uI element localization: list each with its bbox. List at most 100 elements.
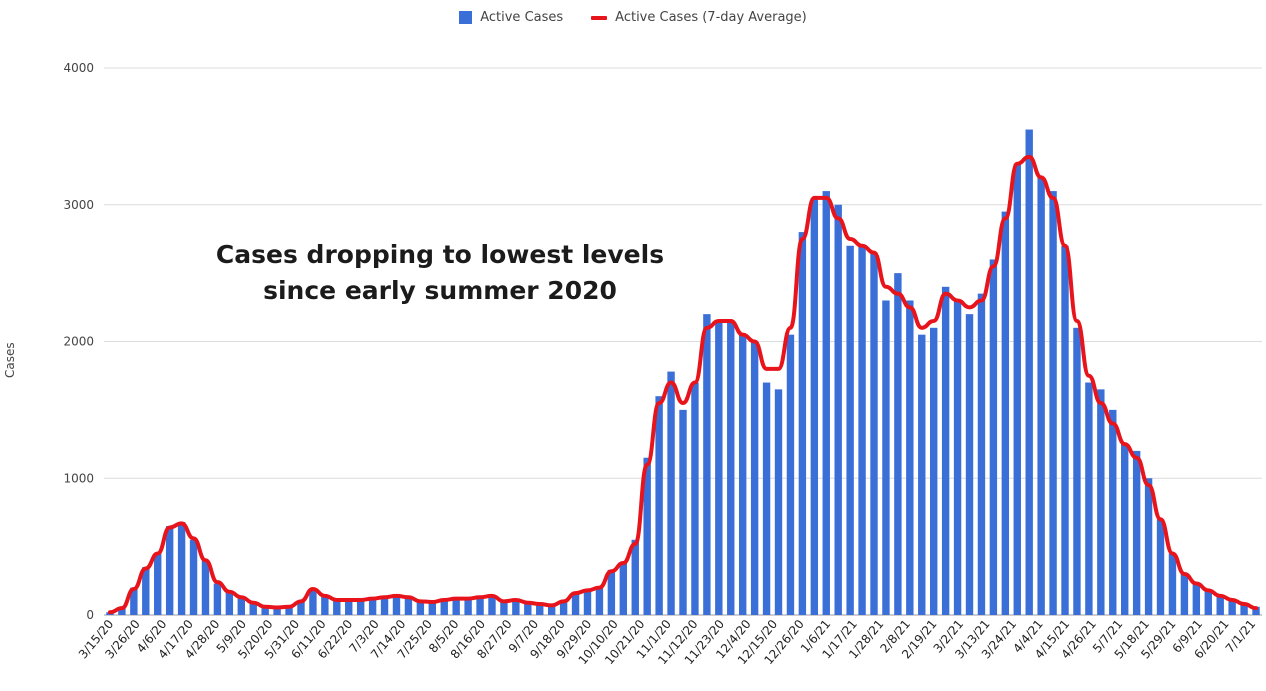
bar — [225, 590, 234, 615]
bar — [858, 245, 866, 615]
legend-item-active-cases: Active Cases — [459, 10, 563, 25]
legend-swatch-line — [591, 15, 608, 20]
bar — [667, 371, 675, 615]
bar — [762, 382, 771, 615]
bar — [261, 606, 269, 615]
bar — [1132, 450, 1141, 615]
bar — [906, 300, 914, 615]
bar — [1073, 327, 1081, 615]
bar — [619, 563, 628, 615]
bar — [1025, 129, 1033, 615]
annotation-line-2: since early summer 2020 — [263, 276, 617, 305]
bar — [345, 599, 353, 615]
bar — [1097, 389, 1105, 615]
bar — [428, 602, 436, 615]
bar — [774, 389, 783, 615]
bar — [130, 587, 138, 615]
x-tick-label: 7/1/21 — [1223, 617, 1259, 656]
bar — [500, 601, 508, 615]
bar — [285, 606, 293, 615]
bar — [249, 602, 257, 615]
bar — [798, 232, 807, 615]
bar — [953, 300, 962, 615]
bar — [524, 602, 532, 615]
bar — [703, 314, 711, 615]
bar — [165, 526, 174, 615]
bar — [631, 539, 639, 615]
annotation-line-1: Cases dropping to lowest levels — [215, 240, 665, 269]
bar — [177, 522, 186, 615]
legend-swatch-bar — [459, 11, 473, 24]
bar — [977, 293, 986, 615]
bar — [189, 539, 198, 615]
bar — [273, 607, 281, 615]
bar — [1156, 519, 1165, 615]
bar — [1037, 177, 1045, 615]
bar — [1001, 211, 1010, 615]
bar — [655, 396, 663, 615]
bar — [1180, 573, 1189, 615]
bar — [965, 314, 974, 615]
bar — [309, 590, 317, 615]
y-tick-label: 2000 — [63, 335, 94, 349]
bar — [1192, 583, 1201, 615]
bar — [488, 595, 496, 615]
bar — [297, 601, 305, 615]
legend-item-7day-average: Active Cases (7-day Average) — [591, 10, 807, 25]
bar — [810, 197, 819, 615]
bar — [512, 599, 520, 615]
bar — [941, 286, 950, 615]
y-tick-label: 4000 — [63, 61, 94, 75]
bar — [583, 589, 592, 615]
bar — [918, 334, 926, 615]
bar — [356, 599, 365, 615]
bar — [154, 553, 162, 615]
bar — [1216, 595, 1224, 615]
bar — [1085, 382, 1093, 615]
bar — [452, 598, 460, 615]
bar — [715, 320, 723, 615]
bar — [691, 382, 699, 615]
legend: Active Cases Active Cases (7-day Average… — [0, 10, 1266, 25]
bar — [894, 273, 902, 615]
y-tick-label: 1000 — [63, 471, 94, 485]
chart-annotation: Cases dropping to lowest levels since ea… — [175, 237, 705, 309]
bar — [822, 191, 830, 615]
bar — [1168, 553, 1177, 615]
bar — [237, 597, 245, 615]
bar — [643, 457, 651, 615]
bar — [989, 259, 998, 615]
bar — [440, 599, 448, 615]
bar — [321, 595, 329, 615]
bar — [142, 567, 150, 615]
bar — [882, 300, 890, 615]
bar — [1144, 478, 1153, 615]
bar — [738, 334, 747, 615]
bar — [1121, 444, 1129, 615]
bar — [368, 598, 377, 615]
bar — [464, 598, 472, 615]
bar — [750, 341, 759, 615]
bar — [536, 604, 544, 615]
bar — [118, 608, 126, 615]
bar — [404, 597, 413, 615]
y-tick-label: 3000 — [63, 198, 94, 212]
bar — [727, 320, 735, 615]
y-tick-label: 0 — [86, 608, 94, 622]
bar — [201, 560, 210, 615]
bar — [679, 409, 687, 615]
bar — [476, 597, 484, 615]
bar — [786, 334, 795, 615]
bar — [1013, 163, 1021, 615]
series-line-7day-average — [107, 154, 1259, 615]
bar — [547, 605, 556, 615]
legend-label-7day-average: Active Cases (7-day Average) — [615, 10, 807, 25]
bar — [834, 204, 842, 615]
bar — [607, 569, 616, 615]
bar — [846, 245, 854, 615]
bar — [1049, 191, 1057, 615]
legend-label-active-cases: Active Cases — [480, 10, 564, 25]
bar — [380, 597, 389, 615]
